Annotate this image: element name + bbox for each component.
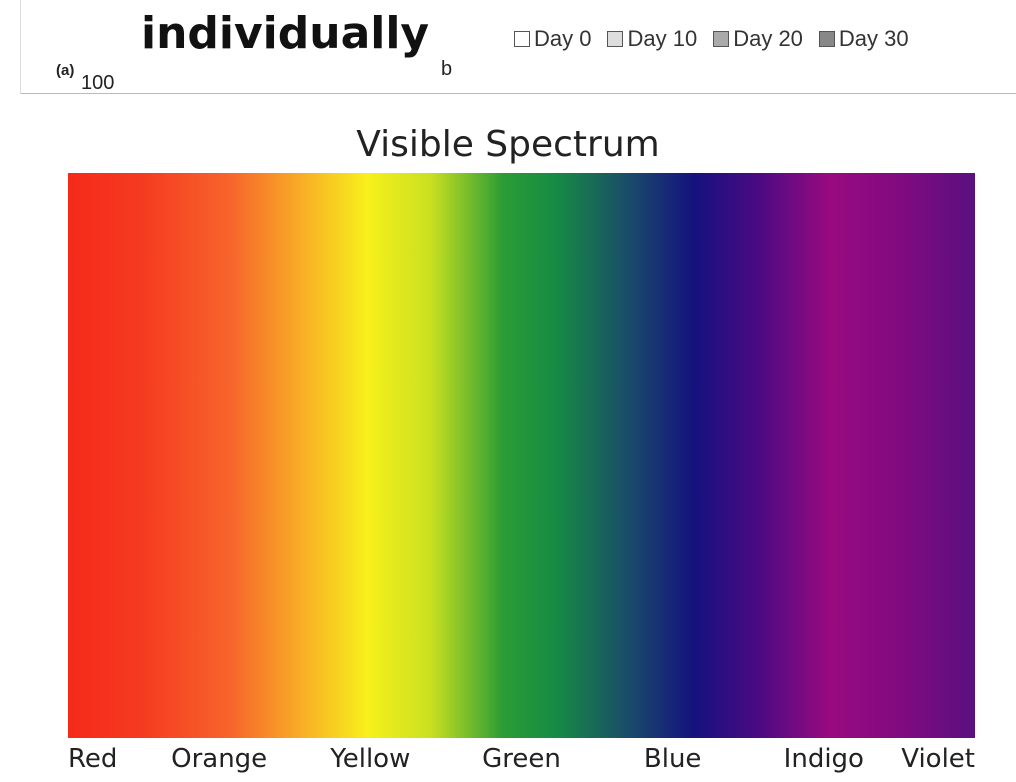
- legend-swatch: [818, 31, 835, 47]
- cropped-figure: individually (a) 100 b Day 0 Day 10 Day 20…: [20, 0, 1016, 94]
- legend-label: Day 0: [534, 26, 592, 51]
- legend: Day 0 Day 10 Day 20 Day 30: [514, 26, 909, 52]
- heading: individually: [141, 8, 430, 59]
- axis-value: 100: [81, 72, 115, 94]
- spectrum-gradient: [68, 173, 975, 738]
- color-label: Yellow: [330, 744, 411, 774]
- legend-swatch: [713, 31, 730, 47]
- legend-label: Day 10: [627, 26, 698, 51]
- color-label: Blue: [643, 744, 702, 774]
- color-label: Green: [482, 744, 561, 774]
- legend-item: Day 20: [713, 26, 803, 52]
- panel-b-label: b: [441, 58, 453, 80]
- color-label: Indigo: [783, 744, 864, 774]
- panel-label: (a): [56, 62, 75, 79]
- spectrum-title: Visible Spectrum: [356, 124, 660, 165]
- color-label: Orange: [171, 744, 268, 774]
- legend-item: Day 30: [818, 26, 909, 52]
- legend-item: Day 10: [607, 26, 697, 52]
- legend-swatch: [607, 31, 624, 47]
- legend-item: Day 0: [514, 26, 591, 52]
- legend-label: Day 30: [838, 26, 909, 51]
- color-label: Violet: [901, 744, 975, 774]
- legend-swatch: [514, 31, 530, 47]
- color-label: Red: [68, 744, 118, 774]
- legend-label: Day 20: [733, 26, 803, 51]
